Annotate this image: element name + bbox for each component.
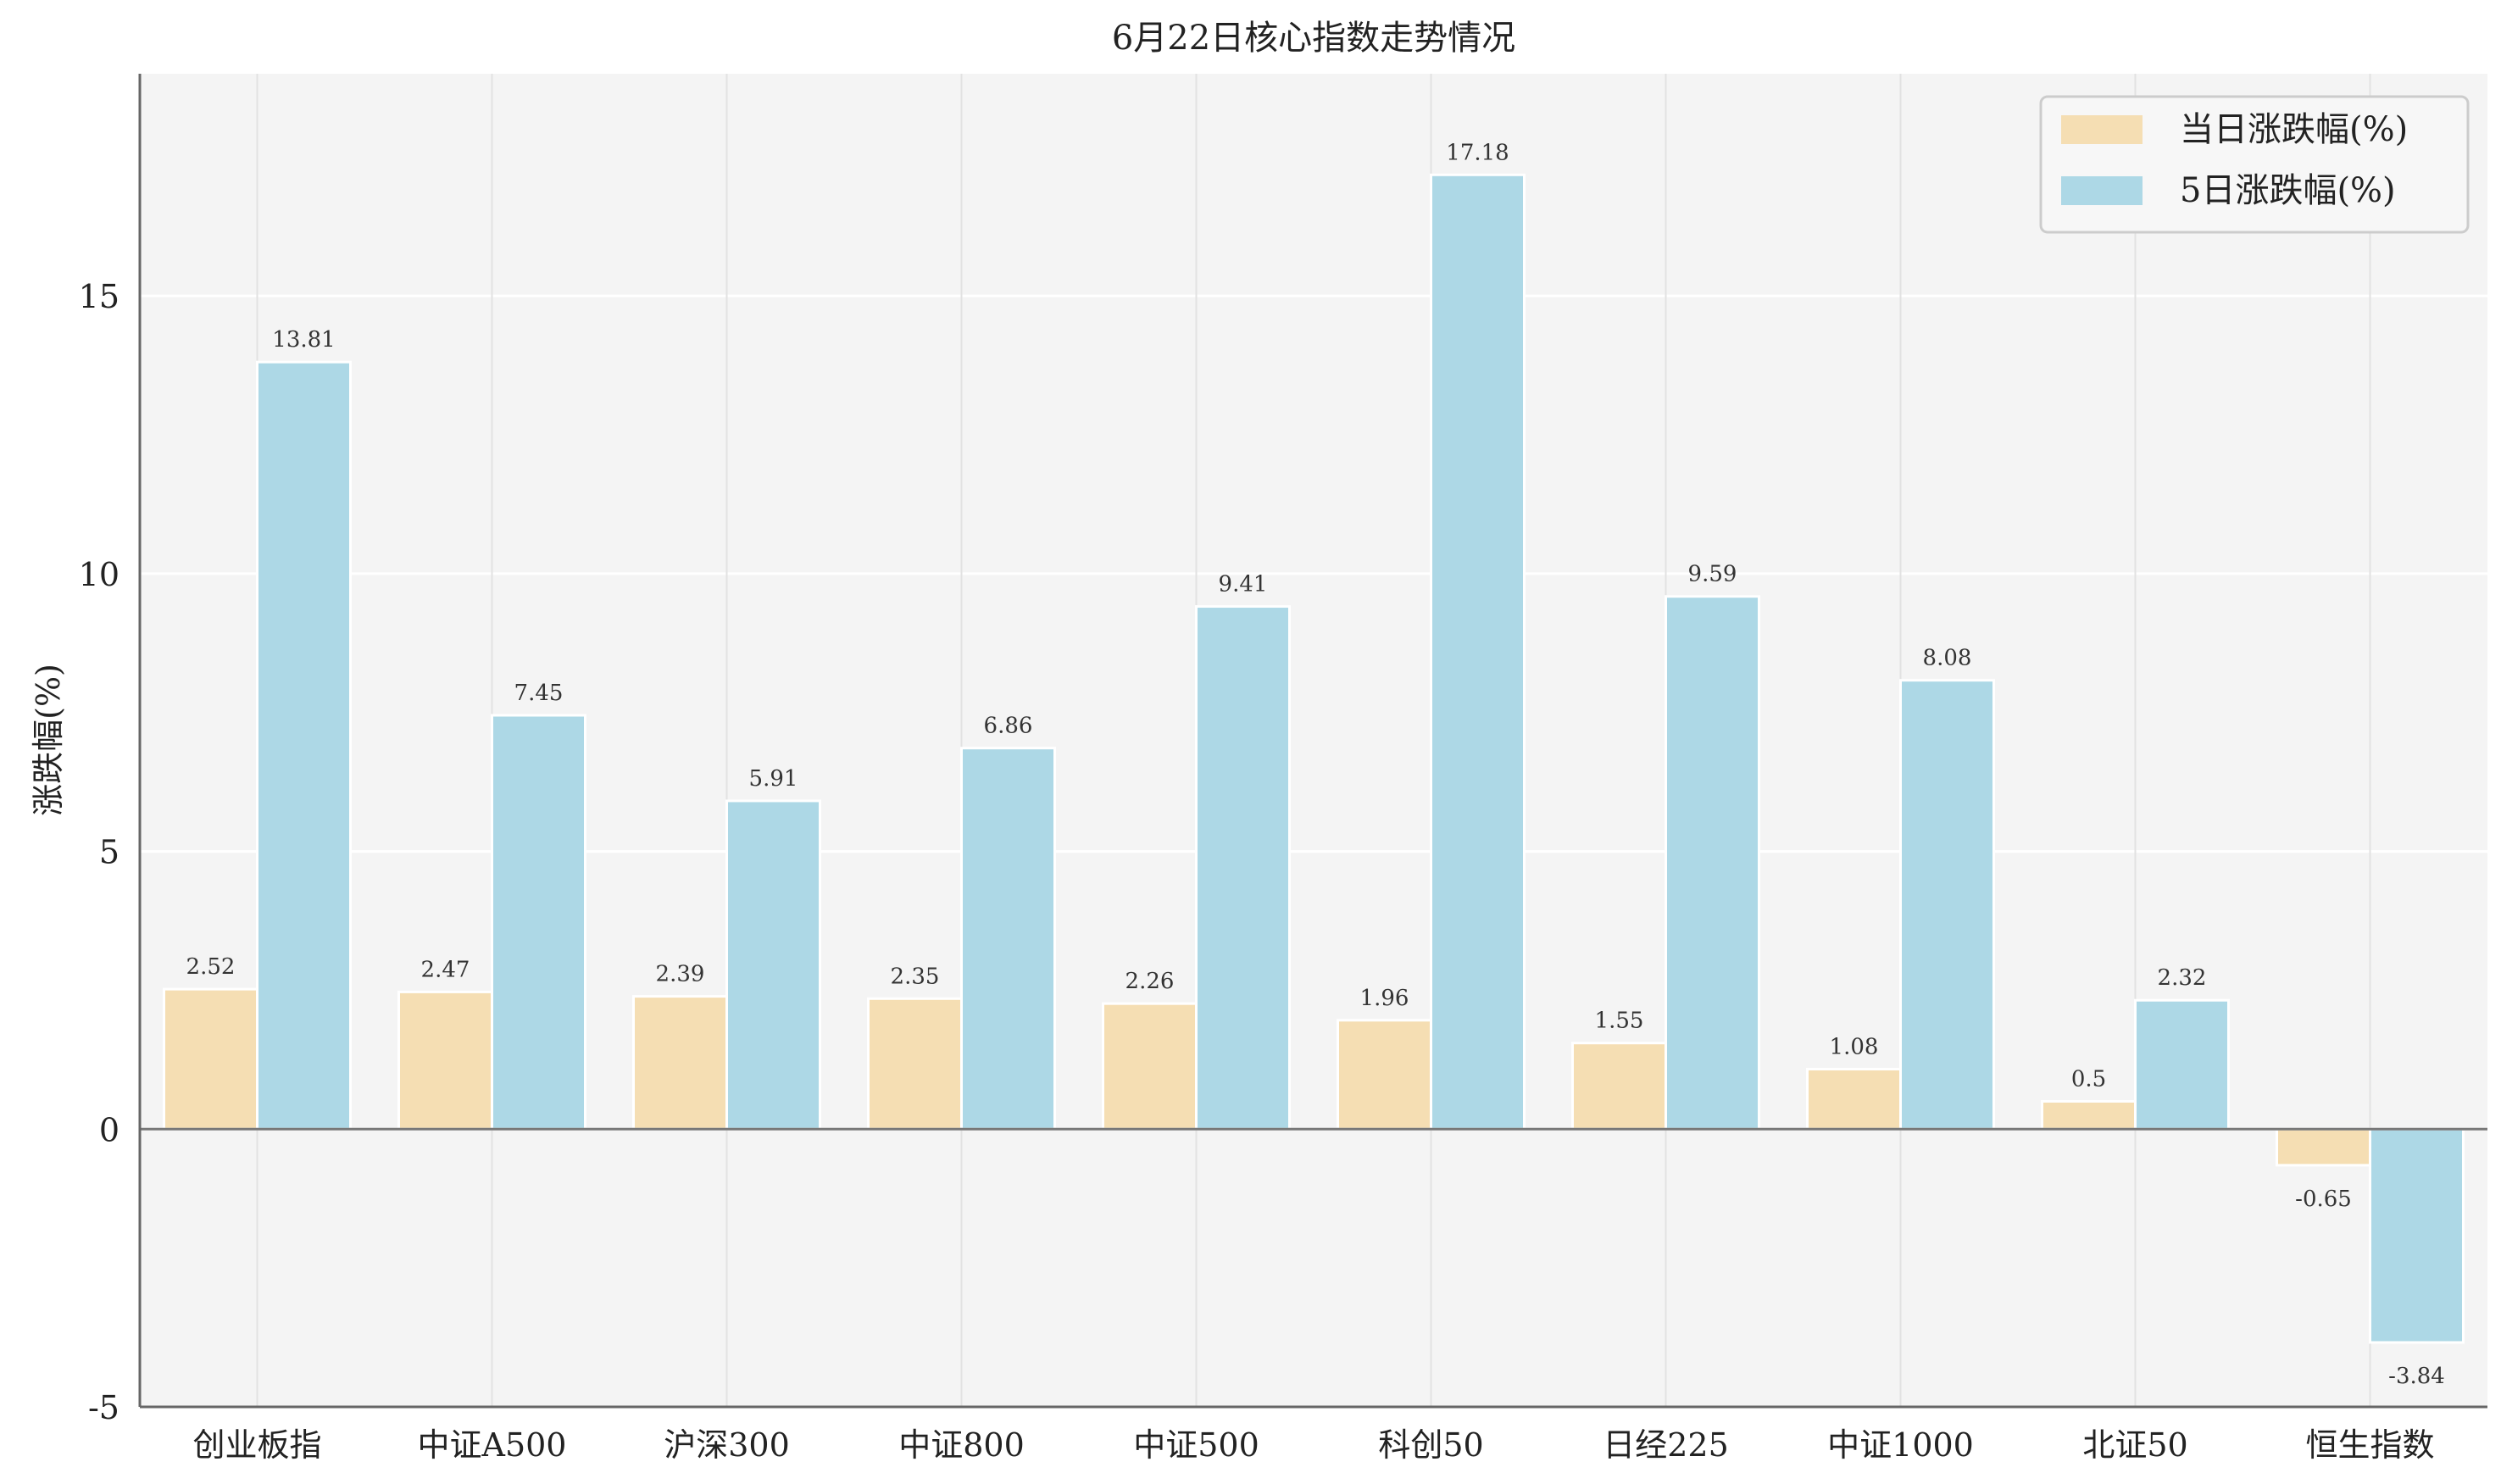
y-axis-label: 涨跌幅(%) [30, 664, 67, 816]
bar-daily [1337, 1019, 1432, 1131]
x-tick-label: 科创50 [1378, 1426, 1483, 1464]
bar-5day [1899, 679, 1995, 1131]
bar-5day [2134, 998, 2230, 1131]
x-tick-label: 中证500 [1133, 1426, 1259, 1464]
bar-daily [632, 995, 728, 1131]
x-tick-label: 北证50 [2082, 1426, 2187, 1464]
x-tick-label: 中证A500 [418, 1426, 567, 1464]
bar-5day [1430, 173, 1526, 1131]
bar-5day [491, 714, 586, 1131]
data-label-daily: 0.5 [2071, 1067, 2106, 1092]
data-label-5day: 2.32 [2158, 965, 2207, 991]
x-tick-label: 中证800 [898, 1426, 1025, 1464]
legend-swatch-daily [2061, 115, 2143, 144]
bar-daily [163, 987, 258, 1131]
x-tick-label: 日经225 [1603, 1426, 1729, 1464]
x-tick-label: 中证1000 [1827, 1426, 1974, 1464]
data-label-5day: 9.59 [1688, 562, 1737, 587]
bar-daily [397, 990, 493, 1131]
data-labels: 2.52 13.81 2.47 7.45 2.39 5.91 2.35 6.86 2.26 9.4… [186, 140, 2445, 1389]
bar-5day [2369, 1127, 2465, 1344]
bar-5day [725, 799, 821, 1131]
chart-title: 6月22日核心指数走势情况 [1112, 19, 1515, 58]
x-tick-label: 沪深300 [664, 1426, 790, 1464]
bar-daily [1571, 1042, 1667, 1131]
legend-label-daily: 当日涨跌幅(%) [2180, 110, 2408, 149]
legend-swatch-5day [2061, 176, 2143, 205]
data-label-daily: 2.26 [1125, 969, 1175, 994]
legend-label-5day: 5日涨跌幅(%) [2180, 171, 2396, 210]
bar-daily [2276, 1127, 2371, 1167]
legend: 当日涨跌幅(%) 5日涨跌幅(%) [2039, 95, 2470, 234]
data-label-5day: 6.86 [984, 714, 1033, 739]
data-label-5day: 7.45 [514, 681, 564, 706]
bar-daily [1102, 1002, 1198, 1131]
data-label-5day: 8.08 [1923, 646, 1972, 671]
data-label-5day: 17.18 [1446, 140, 1509, 165]
bar-5day [960, 747, 1056, 1131]
bar-daily [867, 997, 963, 1131]
data-label-5day: 5.91 [749, 766, 798, 792]
y-tick-label: 15 [79, 278, 119, 315]
y-tick-label: 5 [99, 834, 119, 871]
y-tick-label: 0 [99, 1111, 119, 1148]
tick-labels: -5 0 5 10 15 创业板指 中证A500 沪深300 中证800 中证500 科创50 日经2… [79, 278, 2435, 1464]
data-label-5day: -3.84 [2388, 1364, 2445, 1389]
bar-daily [2041, 1100, 2137, 1131]
y-tick-label: 10 [79, 556, 119, 593]
data-label-daily: 2.47 [421, 957, 470, 982]
data-label-5day: 9.41 [1219, 572, 1268, 597]
axes [138, 74, 2487, 1409]
bar-5day [1195, 605, 1291, 1131]
data-label-daily: 2.35 [891, 964, 940, 989]
data-label-daily: 1.55 [1595, 1009, 1644, 1034]
data-label-daily: -0.65 [2295, 1187, 2352, 1212]
bar-daily [1806, 1068, 1902, 1131]
data-label-daily: 1.96 [1360, 986, 1409, 1011]
data-label-daily: 2.52 [186, 954, 236, 980]
x-tick-label: 创业板指 [192, 1426, 321, 1464]
bar-5day [1665, 595, 1760, 1131]
data-label-5day: 13.81 [272, 327, 335, 353]
y-tick-label: -5 [88, 1389, 119, 1426]
data-label-daily: 1.08 [1830, 1035, 1879, 1060]
legend-box [2039, 95, 2470, 234]
data-label-daily: 2.39 [656, 962, 705, 987]
x-tick-label: 恒生指数 [2305, 1426, 2434, 1464]
bar-5day [256, 360, 352, 1131]
bars [163, 173, 2465, 1344]
